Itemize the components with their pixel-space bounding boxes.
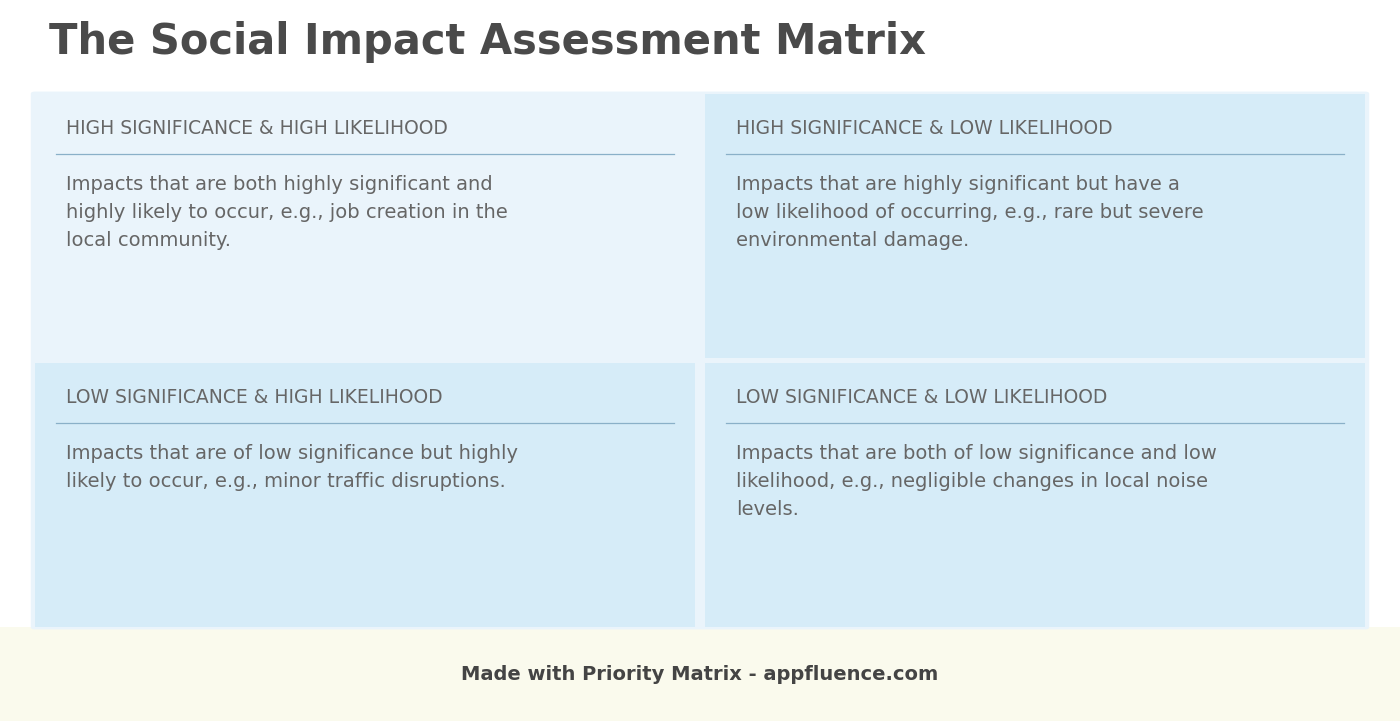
FancyBboxPatch shape	[704, 363, 1365, 627]
Text: LOW SIGNIFICANCE & HIGH LIKELIHOOD: LOW SIGNIFICANCE & HIGH LIKELIHOOD	[66, 388, 442, 407]
FancyBboxPatch shape	[35, 363, 694, 627]
Text: LOW SIGNIFICANCE & LOW LIKELIHOOD: LOW SIGNIFICANCE & LOW LIKELIHOOD	[736, 388, 1107, 407]
Text: Impacts that are of low significance but highly
likely to occur, e.g., minor tra: Impacts that are of low significance but…	[66, 444, 518, 492]
FancyBboxPatch shape	[704, 94, 1365, 358]
FancyBboxPatch shape	[35, 94, 694, 358]
Text: HIGH SIGNIFICANCE & LOW LIKELIHOOD: HIGH SIGNIFICANCE & LOW LIKELIHOOD	[736, 119, 1113, 138]
Text: Impacts that are highly significant but have a
low likelihood of occurring, e.g.: Impacts that are highly significant but …	[736, 175, 1204, 250]
Bar	[0, 627, 1400, 721]
Text: Impacts that are both of low significance and low
likelihood, e.g., negligible c: Impacts that are both of low significanc…	[736, 444, 1217, 520]
Text: HIGH SIGNIFICANCE & HIGH LIKELIHOOD: HIGH SIGNIFICANCE & HIGH LIKELIHOOD	[66, 119, 448, 138]
Text: The Social Impact Assessment Matrix: The Social Impact Assessment Matrix	[49, 21, 925, 63]
Text: Impacts that are both highly significant and
highly likely to occur, e.g., job c: Impacts that are both highly significant…	[66, 175, 508, 250]
FancyBboxPatch shape	[31, 92, 1369, 629]
Text: Made with Priority Matrix - appfluence.com: Made with Priority Matrix - appfluence.c…	[462, 665, 938, 684]
